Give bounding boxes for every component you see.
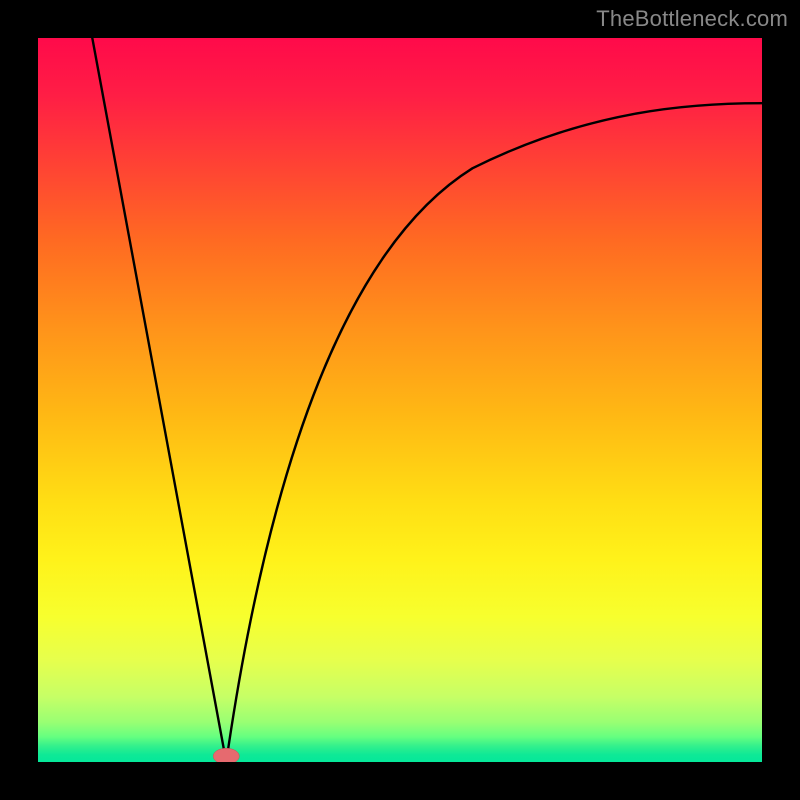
watermark-text: TheBottleneck.com [596,6,788,32]
plot-area [38,38,762,762]
gradient-plot-svg [38,38,762,762]
gradient-background [38,38,762,762]
minimum-marker [213,748,239,762]
